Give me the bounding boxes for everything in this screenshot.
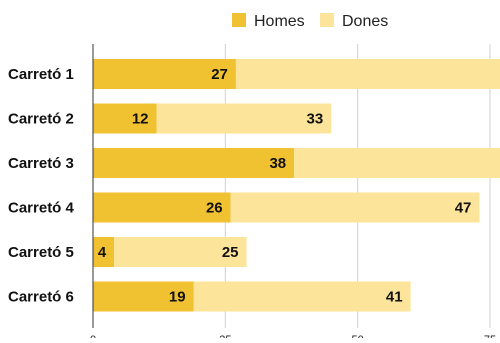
data-label-dones-2: 33 <box>307 111 324 128</box>
data-label-homes-6: 19 <box>169 289 186 306</box>
bar-dones-5 <box>114 237 247 267</box>
legend-swatch-homes <box>232 13 246 27</box>
bar-homes-6 <box>93 281 194 312</box>
category-label-2: Carretó 2 <box>8 111 74 128</box>
bar-dones-6 <box>193 281 411 312</box>
bar-dones-3 <box>294 148 500 178</box>
legend: Homes Dones <box>232 13 388 30</box>
data-label-dones-6: 41 <box>386 289 403 306</box>
gridlines <box>224 44 491 328</box>
bar-homes-4 <box>93 192 231 223</box>
data-label-dones-5: 25 <box>222 244 239 261</box>
x-tick-label-3: 75 <box>484 334 496 338</box>
data-label-homes-1: 27 <box>211 66 228 83</box>
legend-label-homes: Homes <box>254 13 305 30</box>
x-tick-label-0: 0 <box>90 334 96 338</box>
bars <box>93 59 500 312</box>
data-label-homes-5: 4 <box>98 244 107 261</box>
bar-homes-5 <box>93 237 115 267</box>
bar-dones-4 <box>230 192 480 223</box>
bar-homes-2 <box>93 103 157 134</box>
legend-swatch-dones <box>320 13 334 27</box>
data-label-homes-4: 26 <box>206 200 223 217</box>
category-label-5: Carretó 5 <box>8 244 74 261</box>
category-label-6: Carretó 6 <box>8 289 74 306</box>
bar-dones-2 <box>156 103 332 134</box>
bar-dones-1 <box>235 59 500 89</box>
category-label-3: Carretó 3 <box>8 155 74 172</box>
bar-homes-1 <box>93 59 236 89</box>
x-tick-label-1: 25 <box>219 334 231 338</box>
category-label-4: Carretó 4 <box>8 200 75 217</box>
category-label-1: Carretó 1 <box>8 66 74 83</box>
x-tick-label-2: 50 <box>352 334 364 338</box>
legend-label-dones: Dones <box>342 13 388 30</box>
data-label-dones-4: 47 <box>455 200 472 217</box>
data-label-homes-3: 38 <box>269 155 286 172</box>
bar-homes-3 <box>93 148 295 178</box>
data-label-homes-2: 12 <box>132 111 149 128</box>
